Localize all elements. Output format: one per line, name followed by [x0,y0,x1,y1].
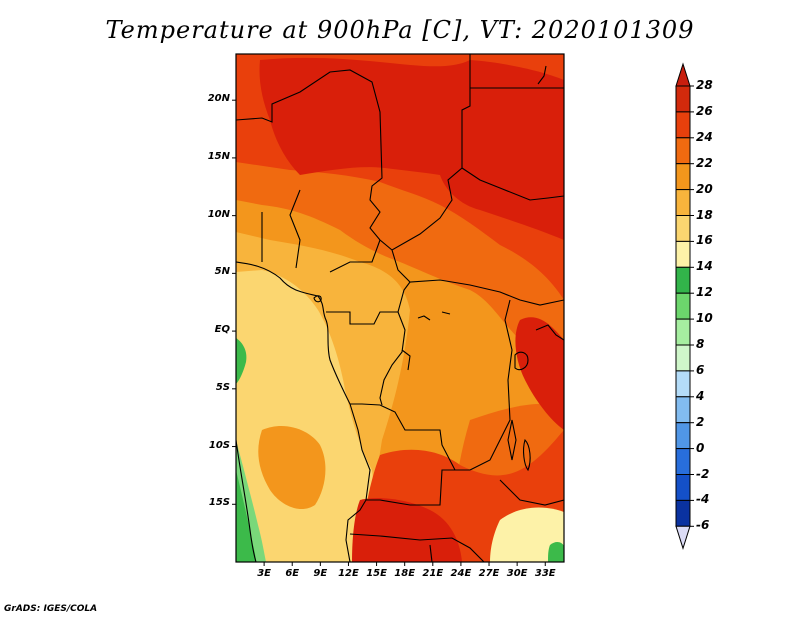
lon-label: 24E [450,568,472,579]
lat-label: 15S [208,497,230,509]
colorbar-box [675,344,691,372]
border-line [350,403,470,471]
map-frame [235,53,565,563]
colorbar [675,62,694,550]
colorbar-box [675,474,691,501]
lat-label: 10N [207,208,230,220]
lat-label: 5S [215,381,230,393]
colorbar-label: -2 [696,466,710,481]
temperature-field [236,54,564,562]
border-line [236,261,351,405]
lon-label: 12E [338,568,359,579]
border-line [429,544,433,562]
colorbar-label: 10 [696,311,713,326]
colorbar-box [675,163,691,191]
colorbar-label: 2 [696,414,705,429]
border-line [535,324,564,341]
colorbar-label: 14 [696,259,713,274]
lat-label: 15N [207,150,230,162]
colorbar-label: 16 [696,233,713,248]
border-line [499,479,564,506]
lake-outline [507,419,517,461]
border-line [236,54,471,251]
field-green-west-equator [236,338,247,384]
lon-label: 9E [313,568,328,579]
colorbar-top-arrow [675,62,691,87]
lon-label: 33E [534,568,556,579]
border-line [461,167,564,201]
border-line [329,239,381,273]
colorbar-label: 20 [696,181,713,196]
colorbar-label: 4 [696,388,705,403]
colorbar-box [675,396,691,424]
colorbar-box [675,318,691,346]
border-line [379,311,406,406]
colorbar-label: 0 [696,440,705,455]
colorbar-label: 12 [696,285,713,300]
border-line [469,299,513,471]
footer-credit: GrADS: IGES/COLA [4,604,98,614]
colorbar-box [675,111,691,139]
colorbar-label: 26 [696,103,713,118]
field-deep-red-region [259,57,564,241]
colorbar-box [675,292,691,320]
river-line [401,349,411,371]
lon-label: 6E [285,568,300,579]
lon-label: 21E [422,568,444,579]
country-borders [236,54,564,562]
colorbar-label: 6 [696,362,705,377]
field-south-deep-red [352,498,462,562]
colorbar-label: 28 [696,78,713,92]
border-line [366,469,470,506]
lake-outline [514,351,529,371]
coast-island [313,295,322,303]
colorbar-box [675,370,691,398]
colorbar-box [675,266,691,294]
field-green-east-south [548,542,564,562]
river-line [537,65,547,85]
lat-label: EQ [214,324,230,336]
colorbar-box [675,85,691,113]
field-southwest-orange [258,425,326,510]
colorbar-label: 24 [696,129,713,144]
border-line [326,311,398,325]
colorbar-box [675,422,691,450]
latitude-ticks [232,99,236,505]
colorbar-box [675,448,691,476]
colorbar-label: 22 [696,155,713,170]
colorbar-box [675,499,691,527]
colorbar-label: 8 [696,337,705,351]
lon-label: 3E [257,568,271,579]
border-line [236,439,257,562]
colorbar-box [675,240,691,268]
lake-outline [417,315,431,321]
colorbar-box [675,137,691,165]
lon-label: 30E [506,568,528,579]
border-line [397,281,411,313]
colorbar-box [675,215,691,242]
colorbar-bottom-arrow [675,525,691,550]
lat-label: 5N [214,266,230,278]
colorbar-label: -4 [696,492,710,507]
colorbar-box [675,189,691,217]
lon-label: 15E [366,568,387,579]
lon-label: 18E [394,568,416,579]
longitude-ticks [263,562,546,566]
colorbar-label: 18 [696,207,713,222]
field-east-lake-deep-red [515,317,564,430]
field-southeast-pale [490,507,564,562]
chart-title: Temperature at 900hPa [C], VT: 202010130… [105,16,695,44]
lat-label: 20N [207,93,230,105]
lat-label: 10S [208,439,230,451]
border-line [349,533,485,562]
lake-outline [441,311,451,315]
lon-label: 27E [478,568,500,579]
border-line [391,249,564,306]
lake-outline [523,438,531,472]
border-line [289,189,301,269]
colorbar-label: -6 [696,518,710,533]
